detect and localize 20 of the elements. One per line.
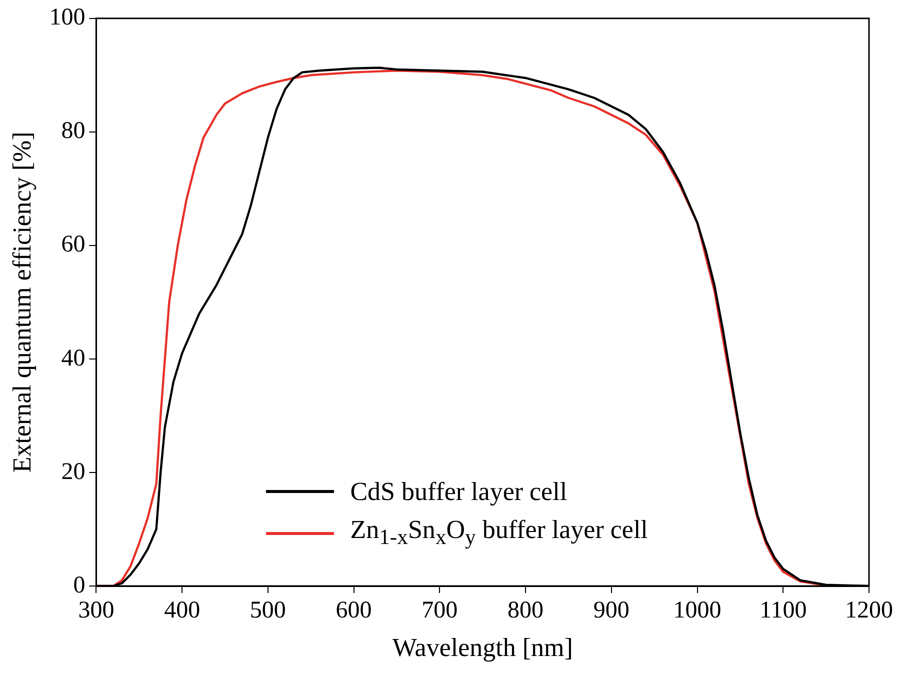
x-tick-label: 300 xyxy=(78,598,114,624)
x-tick-label: 400 xyxy=(164,598,200,624)
x-tick-label: 1100 xyxy=(760,598,807,624)
x-tick-label: 1200 xyxy=(845,598,893,624)
x-tick-label: 500 xyxy=(250,598,286,624)
y-tick-label: 0 xyxy=(73,572,86,598)
y-tick-label: 100 xyxy=(49,4,86,31)
y-tick-label: 80 xyxy=(61,118,86,144)
x-tick-label: 900 xyxy=(593,598,630,624)
y-axis-title: External quantum efficiency [%] xyxy=(7,132,36,473)
x-tick-label: 800 xyxy=(508,598,544,624)
y-tick-label: 40 xyxy=(61,345,86,372)
legend-label: CdS buffer layer cell xyxy=(350,476,568,508)
x-tick-label: 700 xyxy=(422,598,458,624)
x-axis-title: Wavelength [nm] xyxy=(392,633,573,662)
x-tick-label: 1000 xyxy=(673,598,722,624)
legend-label: Zn$_{1-x}$Sn$_{x}$O$_{y}$ buffer layer cell xyxy=(350,514,648,551)
y-tick-label: 60 xyxy=(61,232,86,258)
y-tick-label: 20 xyxy=(61,458,86,485)
x-tick-label: 600 xyxy=(336,598,372,624)
